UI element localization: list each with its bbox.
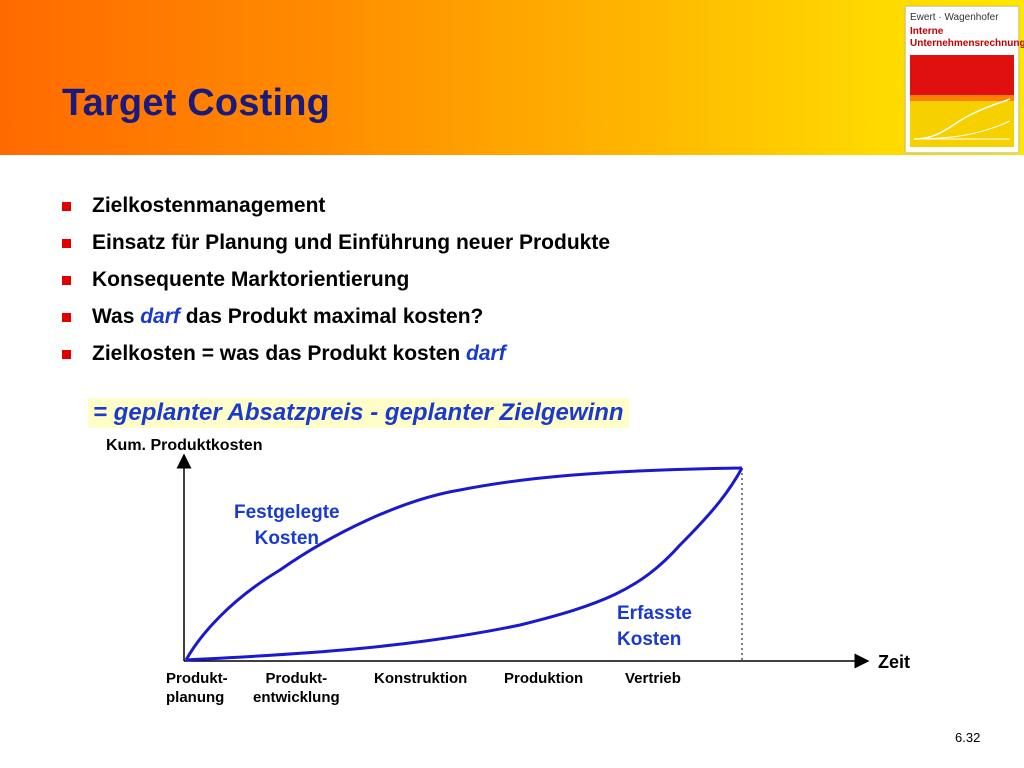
bullet-list: Zielkostenmanagement Einsatz für Planung… [62,192,610,377]
book-title-line1: Interne [910,26,944,37]
bullet-emphasis: darf [466,342,506,365]
bullet-marker [62,313,71,322]
phase-label-line2: planung [166,689,225,706]
bullet-text: Einsatz für Planung und Einführung neuer… [92,231,611,254]
phase-label: Vertrieb [625,669,681,688]
label-fixed-costs-line1: Festgelegte [234,502,340,523]
label-fixed-costs-line2: Kosten [254,528,319,549]
bullet-text: Zielkostenmanagement [92,194,326,217]
phase-label: Produktion [504,669,583,688]
bullet-item: Zielkosten = was das Produkt kosten darf [62,340,610,377]
label-recorded-costs-line2: Kosten [617,629,682,650]
phase-label: Produkt- entwicklung [253,669,340,707]
bullet-text: Was [92,305,141,328]
phase-label: Produkt- planung [166,669,228,707]
book-authors: Ewert · Wagenhofer [910,12,999,23]
bullet-text: das Produkt maximal kosten? [179,305,484,328]
book-cover: Ewert · Wagenhofer Interne Unternehmensr… [905,6,1024,153]
phase-label-line1: Produkt- [265,670,328,687]
phase-label-line1: Konstruktion [374,670,468,687]
bullet-marker [62,350,71,359]
book-title-line2: Unternehmensrechnung [910,38,1024,49]
page-title: Target Costing [62,82,331,124]
curve-recorded-costs [185,467,744,662]
phase-label-line1: Produktion [504,670,584,687]
bullet-text: Konsequente Marktorientierung [92,268,410,291]
header-banner [0,0,1024,155]
bullet-marker [62,202,71,211]
bullet-emphasis: darf [140,305,180,328]
x-axis-label: Zeit [878,652,911,672]
bullet-marker [62,239,71,248]
phase-label: Konstruktion [374,669,467,688]
bullet-item: Zielkostenmanagement [62,192,610,229]
label-fixed-costs: Festgelegte Kosten [234,500,340,552]
bullet-item: Was darf das Produkt maximal kosten? [62,303,610,340]
label-recorded-costs: Erfasste Kosten [617,601,692,653]
book-cover-art [910,55,1014,147]
bullet-text: Zielkosten = was das Produkt kosten [92,342,467,365]
bullet-marker [62,276,71,285]
page-number: 6.32 [955,730,981,745]
y-axis-label: Kum. Produktkosten [106,437,263,454]
bullet-item: Konsequente Marktorientierung [62,266,610,303]
curve-fixed-costs [184,466,743,661]
label-recorded-costs-line1: Erfasste [617,603,692,624]
phase-label-line2: entwicklung [253,689,340,706]
phase-label-line1: Vertrieb [625,670,681,687]
target-cost-formula: = geplanter Absatzpreis - geplanter Ziel… [88,398,629,428]
phase-label-line1: Produkt- [166,670,228,687]
bullet-item: Einsatz für Planung und Einführung neuer… [62,229,610,266]
